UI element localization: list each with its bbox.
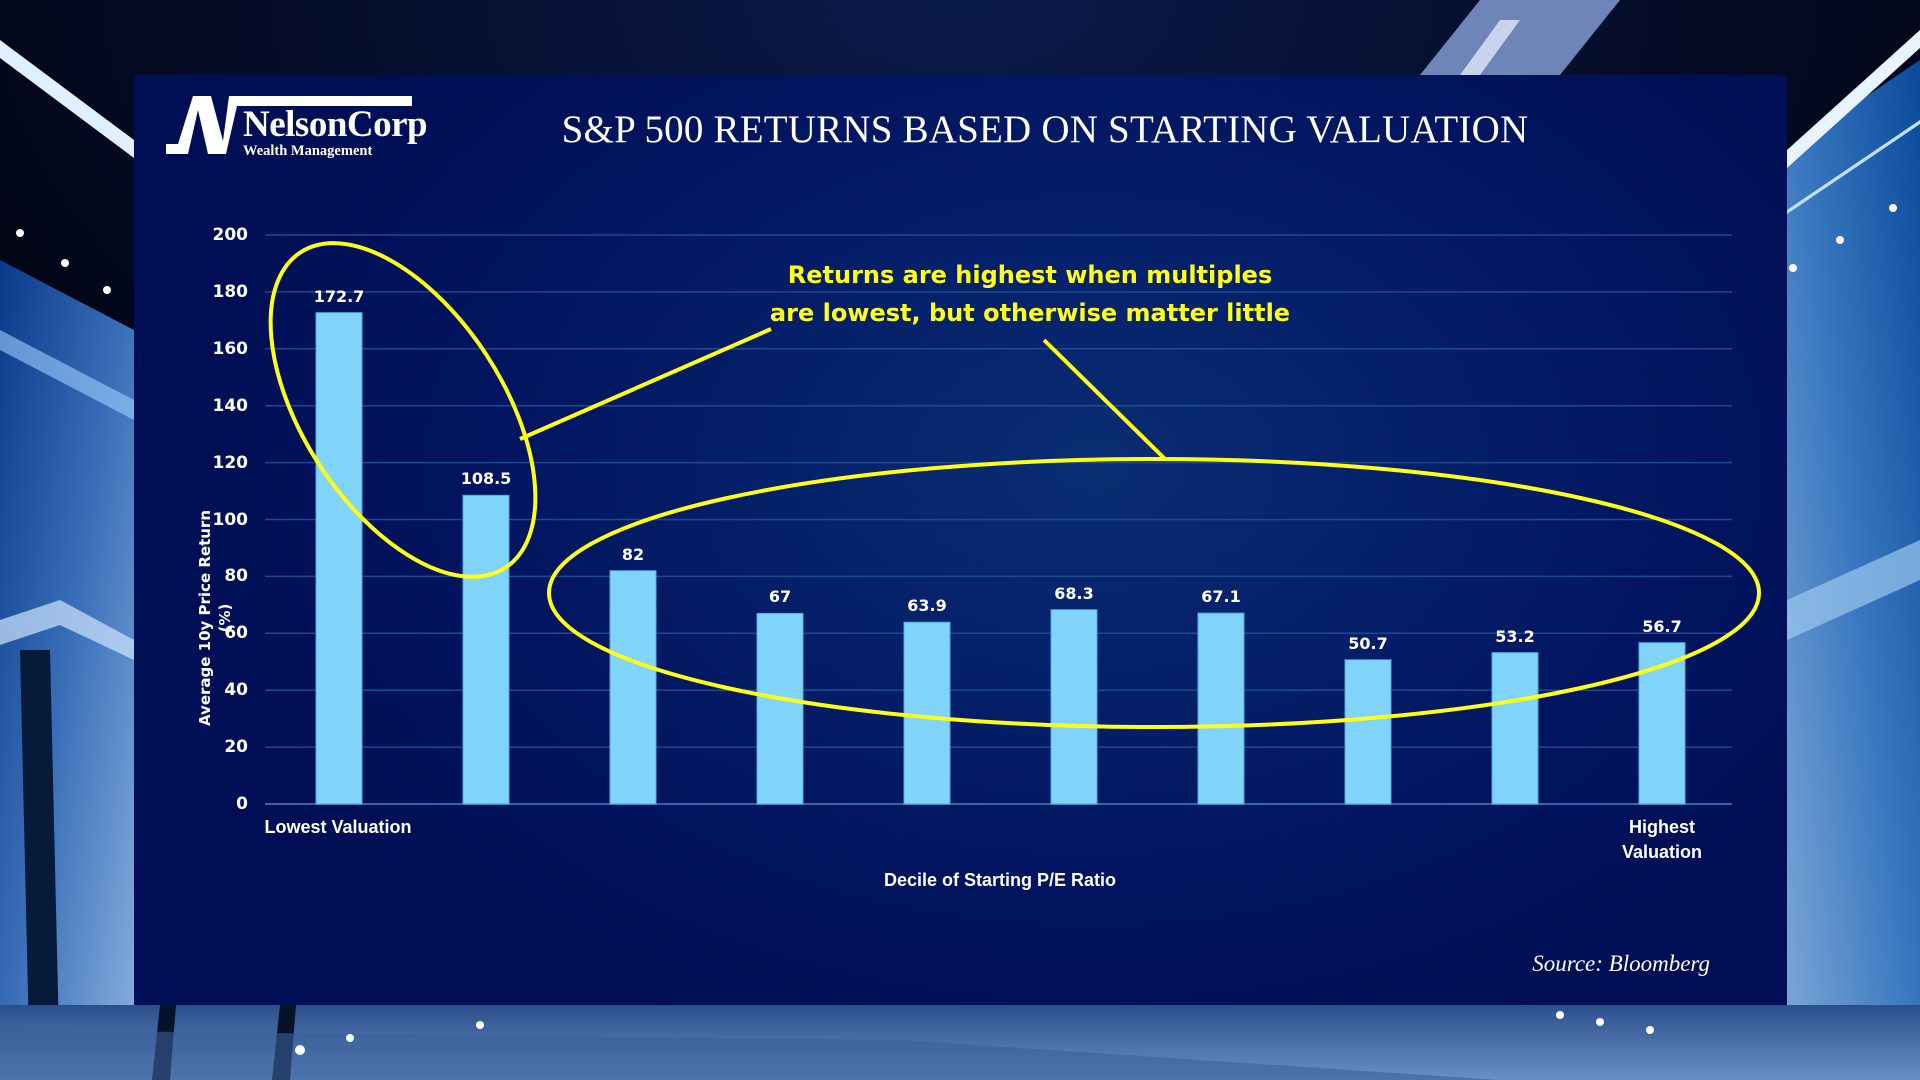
- source-note: Source: Bloomberg: [1532, 951, 1710, 976]
- bar: [315, 312, 363, 805]
- bar: [1491, 652, 1539, 805]
- y-tick-label: 120: [212, 452, 249, 473]
- bar-value-label: 63.9: [907, 596, 947, 616]
- x-label-highest-line2: Valuation: [1621, 842, 1702, 862]
- bar-value-label: 50.7: [1348, 633, 1388, 653]
- logo-subtitle: Wealth Management: [243, 143, 373, 159]
- y-tick-label: 60: [224, 623, 248, 644]
- annotation-ellipse-low: [268, 241, 538, 579]
- bar-value-label: 108.5: [460, 469, 512, 489]
- chart-panel: [134, 75, 1787, 1005]
- bars: [315, 312, 1686, 805]
- y-tick-label: 40: [224, 680, 248, 701]
- bar: [756, 612, 804, 805]
- y-tick-label: 180: [212, 281, 249, 302]
- bar: [609, 570, 657, 805]
- annotation-line-2: are lowest, but otherwise matter little: [769, 299, 1291, 327]
- x-label-highest-line1: Highest: [1628, 817, 1695, 837]
- x-axis-title: Decile of Starting P/E Ratio: [883, 870, 1117, 890]
- bar-value-label: 82: [621, 544, 645, 564]
- bar-value-label: 56.7: [1642, 616, 1682, 636]
- y-tick-label: 160: [212, 338, 249, 359]
- chart-title: S&P 500 RETURNS BASED ON STARTING VALUAT…: [561, 108, 1529, 151]
- annotation-ellipse-rest: [547, 457, 1761, 729]
- bar: [1050, 609, 1098, 805]
- y-tick-label: 80: [224, 566, 248, 587]
- x-label-lowest: Lowest Valuation: [264, 817, 412, 837]
- logo-name: NelsonCorp: [243, 104, 428, 145]
- annotation-connector-right: [1042, 338, 1167, 461]
- y-tick-label: 0: [236, 794, 248, 814]
- bar: [1197, 612, 1245, 805]
- y-tick-label: 20: [224, 737, 248, 758]
- bar: [903, 621, 951, 805]
- bar-value-label: 68.3: [1054, 583, 1094, 603]
- bar-value-label: 67: [768, 587, 792, 607]
- bar-value-label: 172.7: [313, 286, 365, 306]
- bar-value-label: 53.2: [1495, 626, 1535, 646]
- bar: [1344, 659, 1392, 805]
- nelsoncorp-logo-icon: [166, 96, 412, 154]
- x-label-highest: Highest Valuation: [1562, 815, 1762, 865]
- bar: [462, 494, 510, 805]
- bar-value-label: 67.1: [1201, 587, 1241, 607]
- y-tick-label: 140: [212, 395, 249, 416]
- annotation-text: Returns are highest when multiples are l…: [730, 256, 1330, 332]
- annotation-line-1: Returns are highest when multiples: [787, 261, 1273, 289]
- annotation-connector-left: [519, 327, 772, 441]
- y-tick-label: 200: [212, 225, 249, 245]
- y-tick-label: 100: [212, 509, 249, 530]
- y-axis-title: Average 10y Price Return (%): [196, 509, 234, 727]
